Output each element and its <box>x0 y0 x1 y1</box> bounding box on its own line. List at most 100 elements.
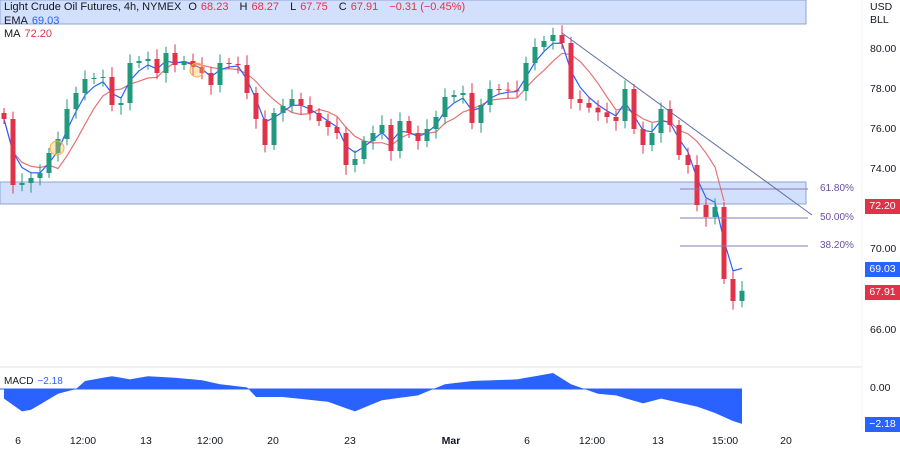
candle-body <box>586 103 592 108</box>
candle-body <box>469 93 475 123</box>
candle-body <box>523 63 529 91</box>
candle-body <box>118 103 124 105</box>
low-value: 67.75 <box>300 1 328 13</box>
candle-body <box>487 89 493 105</box>
candle-body <box>19 183 25 185</box>
candle-body <box>676 125 682 155</box>
ema-legend[interactable]: EMA 69.03 <box>4 15 63 27</box>
price-tick: 76.00 <box>870 123 897 135</box>
time-tick: 6 <box>524 435 530 447</box>
symbol-title: Light Crude Oil Futures, 4h, NYMEX <box>4 1 182 13</box>
candle-body <box>694 165 700 205</box>
time-tick: 12:00 <box>69 435 97 447</box>
ema-line <box>3 42 743 272</box>
support-zone <box>0 181 807 205</box>
ma-price-tag: 72.20 <box>865 199 900 214</box>
candle-body <box>28 178 34 183</box>
macd-label: MACD <box>4 376 34 387</box>
candle-body <box>343 133 349 165</box>
candle-body <box>64 109 70 139</box>
candle-body <box>199 67 205 73</box>
change-value: −0.31 (−0.45%) <box>389 1 466 13</box>
candle-body <box>46 153 52 173</box>
candle-body <box>568 43 574 99</box>
high-value: 68.27 <box>251 1 279 13</box>
price-tick: 66.00 <box>870 324 897 336</box>
close-value: 67.91 <box>350 1 379 13</box>
candle-body <box>316 113 322 121</box>
candle-body <box>451 95 457 97</box>
candle-body <box>721 207 727 279</box>
candle-body <box>712 207 718 217</box>
low-label: L <box>290 1 297 13</box>
candle-body <box>415 133 421 141</box>
time-tick: 15:00 <box>711 435 739 447</box>
candle-body <box>10 119 16 185</box>
time-tick: 13 <box>652 435 664 447</box>
time-tick: 12:00 <box>578 435 606 447</box>
candle-body <box>613 117 619 121</box>
macd-tick: 0.00 <box>870 382 891 394</box>
ema-value: 69.03 <box>31 15 60 27</box>
candle-body <box>235 64 241 65</box>
time-tick: 20 <box>780 435 792 447</box>
candle-body <box>640 129 646 145</box>
candle-body <box>460 93 466 95</box>
candle-body <box>541 41 547 47</box>
candle-body <box>442 97 448 117</box>
candle-body <box>208 73 214 85</box>
candle-body <box>406 121 412 133</box>
candle-body <box>298 99 304 105</box>
candle-body <box>595 107 601 113</box>
fib-label-618: 61.80% <box>820 183 854 194</box>
candle-body <box>433 117 439 129</box>
price-tick: 70.00 <box>870 243 897 255</box>
currency-label: USD <box>870 1 893 13</box>
crossover-marker <box>189 62 205 78</box>
macd-legend[interactable]: MACD −2.18 <box>4 376 67 387</box>
candle-body <box>181 61 187 65</box>
candle-body <box>136 61 142 63</box>
candle-body <box>1 113 7 119</box>
time-tick: 13 <box>140 435 152 447</box>
candle-body <box>163 53 169 73</box>
candle-body <box>271 113 277 145</box>
candle-body <box>217 63 223 85</box>
macd-value-tag: −2.18 <box>865 417 900 432</box>
time-tick: 23 <box>344 435 356 447</box>
ma-label: MA <box>4 28 21 40</box>
candle-body <box>244 65 250 93</box>
candle-body <box>550 35 556 41</box>
close-label: C <box>338 1 347 13</box>
ma-legend[interactable]: MA 72.20 <box>4 28 56 40</box>
candle-body <box>226 63 232 64</box>
candle-body <box>667 109 673 125</box>
candle-body <box>307 105 313 113</box>
candle-body <box>379 125 385 133</box>
time-tick: 6 <box>15 435 21 447</box>
candle-body <box>361 141 367 159</box>
price-tick: 74.00 <box>870 163 897 175</box>
candle-body <box>622 89 628 121</box>
candle-body <box>100 77 106 78</box>
macd-value: −2.18 <box>37 376 63 387</box>
candle-body <box>703 205 709 217</box>
unit-label: BLL <box>870 14 889 26</box>
fib-label-382: 38.20% <box>820 240 854 251</box>
candle-body <box>145 59 151 61</box>
candle-body <box>424 129 430 141</box>
time-tick: 12:00 <box>196 435 224 447</box>
candle-body <box>73 93 79 109</box>
candle-body <box>154 59 160 73</box>
candle-body <box>505 89 511 91</box>
candle-body <box>370 133 376 141</box>
candle-body <box>577 99 583 103</box>
open-value: 68.23 <box>200 1 229 13</box>
open-label: O <box>188 1 197 13</box>
time-tick: Mar <box>441 435 461 447</box>
candle-body <box>253 93 259 119</box>
trend-line <box>561 32 813 216</box>
ema-price-tag: 69.03 <box>865 262 900 277</box>
resistance-zone <box>0 0 807 25</box>
